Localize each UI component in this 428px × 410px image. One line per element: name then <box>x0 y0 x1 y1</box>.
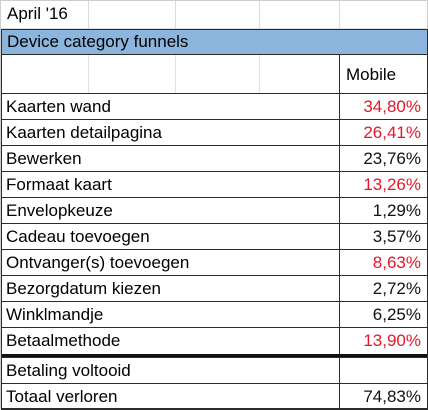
summary-label: Betaling voltooid <box>6 361 131 380</box>
step-label-cell[interactable]: Winklmandje <box>1 302 340 328</box>
step-label-cell[interactable]: Formaat kaart <box>1 172 340 198</box>
table-row[interactable]: Betaalmethode 13,90% <box>1 327 428 354</box>
section-divider <box>1 354 428 357</box>
step-label-cell[interactable]: Bewerken <box>1 146 340 172</box>
step-value: 23,76% <box>363 149 421 168</box>
empty-cell[interactable] <box>1 55 89 93</box>
step-value-cell[interactable]: 34,80% <box>340 94 428 120</box>
date-label: April '16 <box>7 4 68 23</box>
step-value: 34,80% <box>363 97 421 116</box>
step-value-cell[interactable]: 3,57% <box>340 224 428 250</box>
table-row[interactable]: Formaat kaart 13,26% <box>1 171 428 198</box>
table-row[interactable]: Envelopkeuze 1,29% <box>1 197 428 224</box>
empty-cell[interactable] <box>89 1 176 29</box>
step-value: 13,26% <box>363 175 421 194</box>
step-label: Envelopkeuze <box>6 201 113 220</box>
step-value: 8,63% <box>372 253 421 272</box>
table-border-left <box>1 29 2 410</box>
step-label: Bewerken <box>6 149 82 168</box>
step-label-cell[interactable]: Envelopkeuze <box>1 198 340 224</box>
empty-cell[interactable] <box>89 55 176 93</box>
step-value-cell[interactable]: 1,29% <box>340 198 428 224</box>
step-value-cell[interactable]: 26,41% <box>340 120 428 146</box>
summary-row[interactable]: Totaal verloren 74,83% <box>1 383 428 409</box>
step-label: Kaarten detailpagina <box>6 123 162 142</box>
summary-label: Totaal verloren <box>6 387 118 406</box>
table-row[interactable]: Bewerken 23,76% <box>1 145 428 172</box>
step-label: Cadeau toevoegen <box>6 227 150 246</box>
summary-value-cell[interactable]: 74,83% <box>340 384 428 409</box>
table-row[interactable]: Cadeau toevoegen 3,57% <box>1 223 428 250</box>
step-value-cell[interactable]: 13,26% <box>340 172 428 198</box>
step-label: Kaarten wand <box>6 97 111 116</box>
table-row[interactable]: Kaarten detailpagina 26,41% <box>1 119 428 146</box>
summary-row[interactable]: Betaling voltooid <box>1 357 428 384</box>
step-value-cell[interactable]: 13,90% <box>340 328 428 354</box>
table-row[interactable]: Bezorgdatum kiezen 2,72% <box>1 275 428 302</box>
summary-label-cell[interactable]: Betaling voltooid <box>1 358 340 384</box>
step-value: 6,25% <box>372 305 421 324</box>
step-label: Bezorgdatum kiezen <box>6 279 161 298</box>
step-value-cell[interactable]: 6,25% <box>340 302 428 328</box>
step-label-cell[interactable]: Ontvanger(s) toevoegen <box>1 250 340 276</box>
table-row[interactable]: Ontvanger(s) toevoegen 8,63% <box>1 249 428 276</box>
step-label: Betaalmethode <box>6 331 121 350</box>
step-value: 3,57% <box>372 227 421 246</box>
table-row[interactable]: Kaarten wand 34,80% <box>1 93 428 120</box>
title-row[interactable]: Device category funnels <box>1 29 428 55</box>
step-label-cell[interactable]: Bezorgdatum kiezen <box>1 276 340 302</box>
date-cell[interactable]: April '16 <box>1 1 89 29</box>
step-label: Formaat kaart <box>6 175 112 194</box>
summary-value: 74,83% <box>363 387 421 406</box>
step-value-cell[interactable]: 23,76% <box>340 146 428 172</box>
table-title: Device category funnels <box>7 32 189 51</box>
mobile-column-header[interactable]: Mobile <box>340 55 428 93</box>
step-value: 1,29% <box>372 201 421 220</box>
table-row[interactable]: Winklmandje 6,25% <box>1 301 428 328</box>
step-value: 13,90% <box>363 331 421 350</box>
summary-label-cell[interactable]: Totaal verloren <box>1 384 340 409</box>
empty-cell[interactable] <box>260 55 340 93</box>
date-row: April '16 <box>1 1 428 29</box>
mobile-column-label: Mobile <box>346 65 397 84</box>
step-label-cell[interactable]: Betaalmethode <box>1 328 340 354</box>
step-label-cell[interactable]: Kaarten wand <box>1 94 340 120</box>
step-label-cell[interactable]: Cadeau toevoegen <box>1 224 340 250</box>
step-value-cell[interactable]: 8,63% <box>340 250 428 276</box>
empty-cell[interactable] <box>340 1 428 29</box>
summary-value-cell[interactable] <box>340 358 428 384</box>
step-label: Ontvanger(s) toevoegen <box>6 253 190 272</box>
step-value: 2,72% <box>372 279 421 298</box>
step-value-cell[interactable]: 2,72% <box>340 276 428 302</box>
empty-cell[interactable] <box>176 1 260 29</box>
step-value: 26,41% <box>363 123 421 142</box>
step-label-cell[interactable]: Kaarten detailpagina <box>1 120 340 146</box>
empty-cell[interactable] <box>176 55 260 93</box>
empty-cell[interactable] <box>260 1 340 29</box>
step-label: Winklmandje <box>6 305 104 324</box>
column-header-row: Mobile <box>1 55 428 93</box>
